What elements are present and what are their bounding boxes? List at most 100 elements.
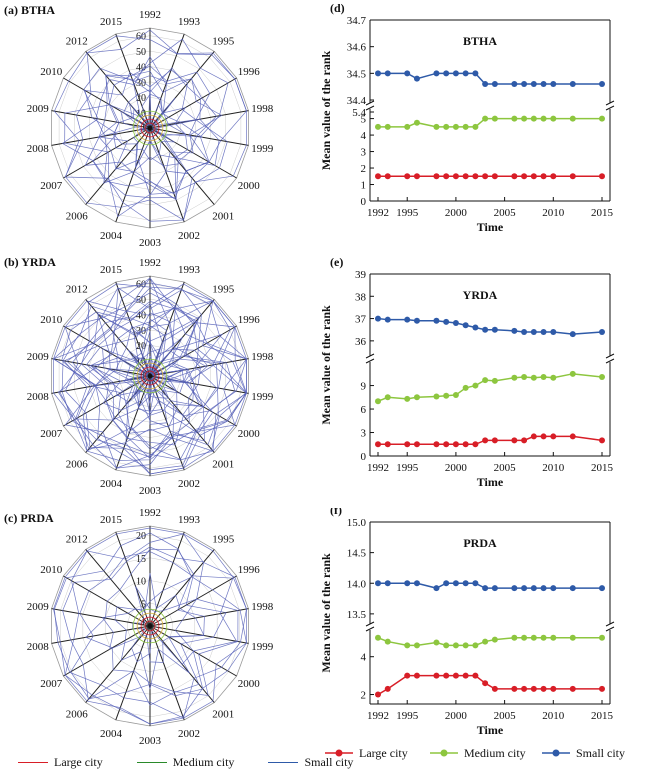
- series-point: [472, 382, 479, 389]
- radar-year-label: 2008: [27, 143, 50, 155]
- radar-year-label: 1998: [251, 351, 274, 363]
- radar-year-label: 2010: [40, 66, 63, 78]
- radar-city-line: [90, 307, 236, 446]
- radar-year-label: 1995: [212, 36, 235, 48]
- axis-break-gap: [606, 103, 614, 109]
- y-tick-label: 34.6: [347, 42, 367, 54]
- x-tick-label: 1995: [396, 710, 419, 722]
- axis-break-gap: [366, 356, 374, 362]
- radar-year-label: 2001: [212, 708, 234, 720]
- x-tick-label: 1992: [367, 462, 389, 474]
- series-point: [375, 580, 381, 587]
- x-tick-label: 2010: [542, 207, 565, 219]
- x-tick-label: 2000: [445, 207, 468, 219]
- radar-city-line: [114, 576, 205, 690]
- series-point: [599, 115, 605, 122]
- series-point: [462, 123, 469, 130]
- series-point: [540, 373, 547, 380]
- axis-break-mark: [605, 358, 615, 364]
- series-point: [530, 433, 537, 440]
- series-point: [569, 115, 576, 122]
- axis-break-mark: [365, 621, 375, 627]
- series-point: [530, 81, 537, 87]
- series-point: [472, 441, 479, 448]
- series-point: [491, 636, 498, 643]
- series-point: [521, 81, 528, 87]
- radar-year-label: 2009: [27, 601, 50, 613]
- axis-break-mark: [605, 353, 615, 359]
- radar-year-label: 2004: [100, 230, 123, 242]
- radar-year-label: 2003: [139, 237, 162, 249]
- series-point: [491, 585, 498, 592]
- radar-panel-label: (c) PRDA: [4, 511, 54, 525]
- series-point: [384, 394, 391, 401]
- series-point: [413, 672, 420, 679]
- radar-city-line: [54, 532, 247, 719]
- legend-label-large: Large city: [54, 755, 103, 769]
- series-point: [384, 70, 391, 77]
- series-point: [462, 672, 469, 679]
- y-tick-label: 4: [361, 652, 367, 664]
- series-point: [472, 70, 479, 77]
- series-point: [452, 391, 459, 398]
- y-axis-label: Mean value of the rank: [319, 51, 333, 171]
- chart-title: YRDA: [463, 288, 498, 302]
- radar-year-label: 1992: [139, 508, 161, 519]
- radar-panel-label: (a) BTHA: [4, 3, 55, 17]
- series-point: [452, 173, 459, 180]
- series-point: [375, 441, 381, 448]
- series-point: [413, 317, 420, 324]
- radar-year-label: 2006: [66, 210, 89, 222]
- series-point: [384, 441, 391, 448]
- series-point: [462, 642, 469, 649]
- series-point: [443, 580, 450, 587]
- series-point: [384, 123, 391, 130]
- radar-city-line: [84, 69, 210, 195]
- y-tick-label: 14.0: [347, 578, 367, 590]
- radar-city-line: [97, 70, 223, 196]
- series-point: [540, 634, 547, 641]
- radar-spoke: [149, 549, 215, 627]
- radar-inner-ring: [136, 612, 164, 640]
- y-axis-label: Mean value of the rank: [319, 553, 333, 673]
- series-point: [482, 680, 489, 687]
- series-point: [540, 328, 547, 335]
- radar-city-line: [53, 29, 247, 221]
- series-point: [404, 123, 411, 130]
- legend-label-small: Small city: [304, 755, 354, 769]
- series-point: [452, 123, 459, 130]
- radar-inner-ring: [140, 366, 160, 386]
- y-tick-label: 4: [361, 130, 367, 142]
- series-point: [491, 115, 498, 122]
- y-tick-label: 3: [361, 147, 367, 159]
- radar-inner-ring: [140, 616, 160, 636]
- radar-city-line: [61, 38, 229, 199]
- series-point: [540, 173, 547, 180]
- y-tick-label: 34.7: [347, 15, 367, 27]
- radar-rank-tick-label: 10: [136, 577, 146, 588]
- y-tick-label: 6: [361, 404, 367, 416]
- series-point: [540, 585, 547, 592]
- series-point: [599, 437, 605, 444]
- legend-label-medium: Medium city: [172, 755, 235, 769]
- series-point: [540, 685, 547, 692]
- radar-year-label: 2003: [139, 735, 162, 747]
- x-tick-label: 2015: [591, 462, 614, 474]
- radar-city-line: [85, 312, 204, 432]
- series-point: [530, 634, 537, 641]
- y-tick-label: 37: [355, 314, 367, 326]
- legend-marker-small: [552, 749, 560, 757]
- series-point: [599, 328, 605, 335]
- radar-year-label: 1995: [212, 284, 235, 296]
- radar-year-label: 1996: [238, 564, 261, 576]
- radar-panel-label: (b) YRDA: [4, 255, 56, 269]
- series-point: [404, 70, 411, 77]
- series-point: [511, 115, 518, 122]
- series-point: [462, 173, 469, 180]
- series-point: [482, 81, 489, 87]
- series-point: [599, 173, 605, 180]
- x-axis-label: Time: [477, 220, 504, 234]
- series-point: [599, 685, 605, 692]
- series-point: [384, 580, 391, 587]
- series-point: [462, 580, 469, 587]
